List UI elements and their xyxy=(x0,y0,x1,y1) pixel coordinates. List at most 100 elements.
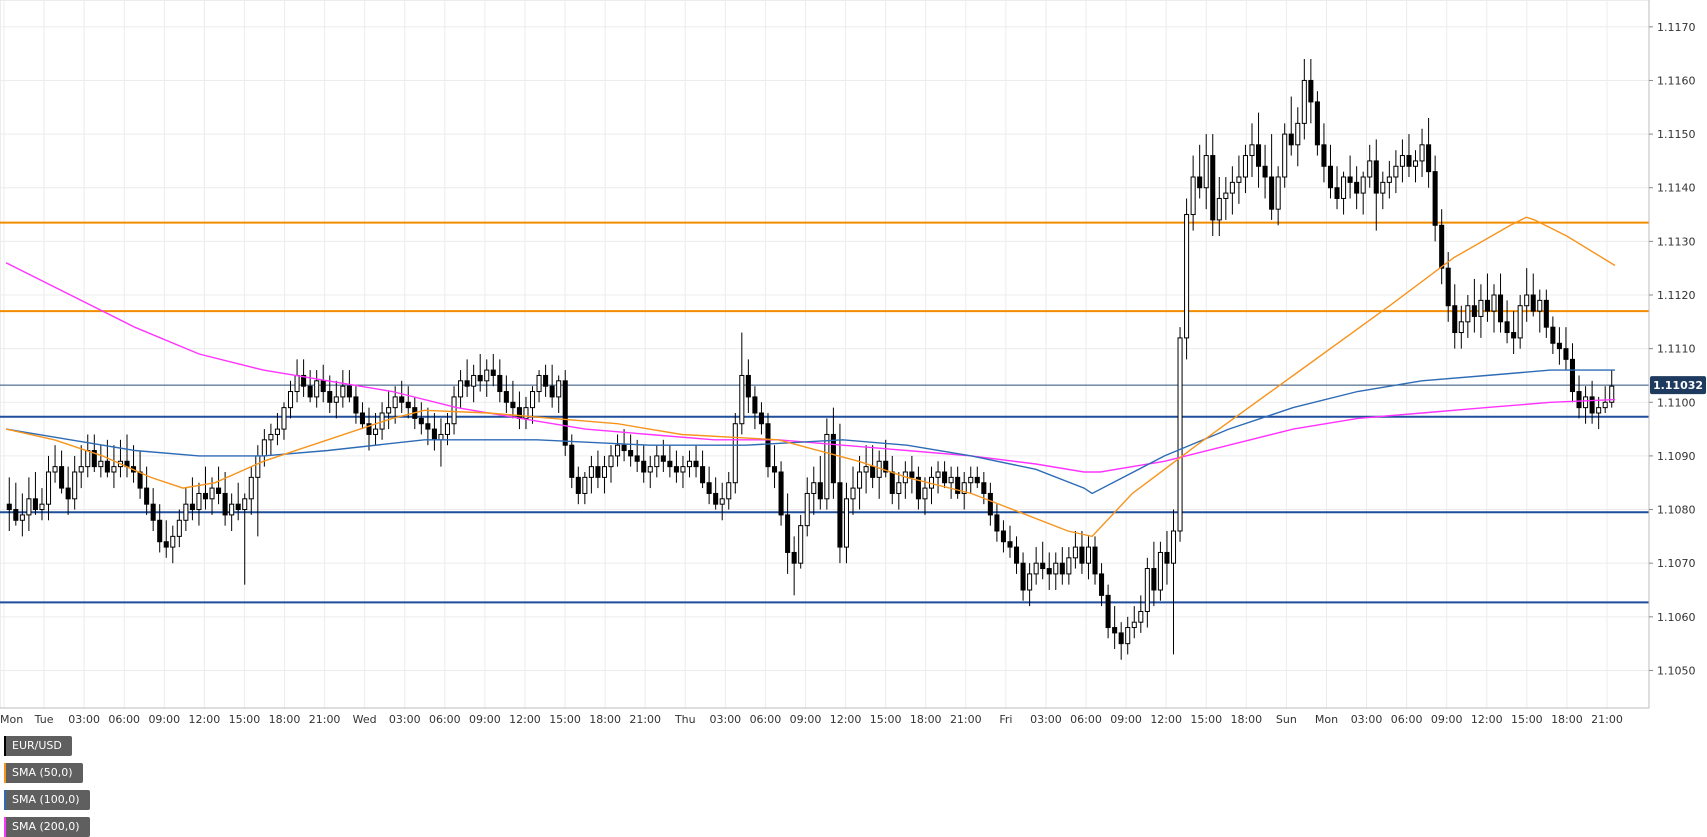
y-tick-label-8: 1.1130 xyxy=(1657,235,1696,248)
x-tick-label-33: Mon xyxy=(1315,713,1338,726)
x-tick-label-17: Thu xyxy=(674,713,696,726)
candle-body-173 xyxy=(1138,610,1144,623)
candle-body-14 xyxy=(98,460,104,468)
candle-body-117 xyxy=(771,466,778,473)
candle-body-196 xyxy=(1288,133,1294,146)
candle-body-15 xyxy=(104,460,110,473)
candle-body-64 xyxy=(425,423,431,430)
price-badge-box xyxy=(1650,376,1706,395)
candle-body-135 xyxy=(889,471,895,494)
candle-body-130 xyxy=(857,471,863,489)
candle-body-67 xyxy=(444,423,451,435)
legend-item-sma100[interactable]: SMA (100,0) xyxy=(4,790,90,810)
candle-body-99 xyxy=(654,455,660,468)
candle-body-237 xyxy=(1556,342,1562,350)
candle-body-160 xyxy=(1053,562,1059,575)
candle-body-16 xyxy=(111,466,117,473)
candle-body-83 xyxy=(549,385,555,398)
candle-body-65 xyxy=(431,428,437,441)
candle-body-52 xyxy=(346,385,352,398)
y-tick-label-2: 1.1070 xyxy=(1657,557,1696,570)
candle-body-199 xyxy=(1308,79,1314,103)
candle-body-11 xyxy=(78,466,84,473)
x-tick-label-23: 18:00 xyxy=(910,713,942,726)
candle-body-88 xyxy=(582,476,588,494)
candle-body-74 xyxy=(490,369,496,376)
x-tick-label-25: Fri xyxy=(999,713,1012,726)
candle-body-72 xyxy=(477,374,483,382)
candle-body-27 xyxy=(183,503,189,521)
x-tick-label-35: 06:00 xyxy=(1391,713,1423,726)
legend-item-symbol[interactable]: EUR/USD xyxy=(4,736,72,756)
candle-body-200 xyxy=(1314,101,1320,146)
sma50-line xyxy=(5,216,1616,538)
candle-body-26 xyxy=(176,519,182,537)
candle-body-177 xyxy=(1164,551,1170,564)
candle-body-104 xyxy=(686,460,693,468)
candle-body-176 xyxy=(1157,551,1163,591)
candle-body-70 xyxy=(464,380,470,387)
x-tick-label-2: 03:00 xyxy=(68,713,100,726)
candle-body-96 xyxy=(634,455,640,462)
candle-body-189 xyxy=(1242,155,1248,178)
candle-body-102 xyxy=(673,466,679,473)
candle-body-87 xyxy=(575,476,581,494)
candle-body-227 xyxy=(1491,294,1497,312)
candle-body-136 xyxy=(896,482,902,494)
candle-body-105 xyxy=(693,460,699,468)
candle-body-159 xyxy=(1046,568,1052,575)
candle-body-80 xyxy=(529,391,536,409)
candle-body-111 xyxy=(732,423,738,484)
sma100-line xyxy=(5,369,1615,495)
y-tick-label-1: 1.1060 xyxy=(1657,611,1696,624)
x-tick-label-18: 03:00 xyxy=(709,713,741,726)
candle-body-179 xyxy=(1177,337,1183,532)
candle-body-132 xyxy=(870,466,876,478)
candle-body-47 xyxy=(314,380,320,398)
candle-body-56 xyxy=(373,428,379,435)
legend-item-sma200[interactable]: SMA (200,0) xyxy=(4,817,90,837)
candle-body-134 xyxy=(883,460,889,473)
candle-body-39 xyxy=(261,439,267,457)
candle-body-219 xyxy=(1439,224,1445,269)
candle-body-150 xyxy=(987,492,993,516)
current-price-badge: 1.11032 xyxy=(1650,376,1706,395)
candle-body-139 xyxy=(915,476,921,500)
candle-body-119 xyxy=(785,514,791,553)
candle-body-164 xyxy=(1079,546,1085,564)
candle-body-86 xyxy=(569,444,575,478)
x-tick-label-11: 06:00 xyxy=(429,713,461,726)
candle-body-230 xyxy=(1511,332,1517,339)
candle-body-238 xyxy=(1563,348,1569,360)
candle-body-29 xyxy=(196,492,202,511)
candle-body-171 xyxy=(1125,627,1131,645)
candle-body-236 xyxy=(1550,326,1556,344)
candle-body-123 xyxy=(811,482,817,494)
candles xyxy=(6,59,1615,660)
candle-body-78 xyxy=(516,407,522,419)
y-tick-label-10: 1.1150 xyxy=(1657,128,1696,141)
candle-body-28 xyxy=(189,503,195,511)
candle-body-84 xyxy=(556,380,562,398)
candle-body-209 xyxy=(1373,160,1379,194)
x-tick-label-12: 09:00 xyxy=(469,713,501,726)
x-tick-label-21: 12:00 xyxy=(830,713,862,726)
candle-body-149 xyxy=(981,482,987,494)
candle-body-95 xyxy=(628,450,634,457)
candle-body-50 xyxy=(333,396,339,403)
y-tick-label-5: 1.1100 xyxy=(1657,396,1696,409)
legend-item-sma50[interactable]: SMA (50,0) xyxy=(4,763,83,783)
candle-body-76 xyxy=(503,391,509,403)
candle-body-109 xyxy=(719,498,725,505)
candle-body-208 xyxy=(1367,160,1373,178)
candle-body-234 xyxy=(1537,299,1543,312)
candle-body-45 xyxy=(301,374,307,387)
candle-body-211 xyxy=(1386,176,1392,183)
candle-body-145 xyxy=(955,476,961,494)
candle-body-183 xyxy=(1203,155,1209,189)
candle-body-0 xyxy=(6,503,12,511)
candlestick-chart-svg: 1.1050 1.1060 1.1070 1.1080 1.1090 1.1100 1.11… xyxy=(0,0,1706,726)
candle-body-126 xyxy=(830,433,836,484)
legend-label-sma200: SMA (200,0) xyxy=(12,820,80,833)
candle-body-215 xyxy=(1412,160,1419,167)
